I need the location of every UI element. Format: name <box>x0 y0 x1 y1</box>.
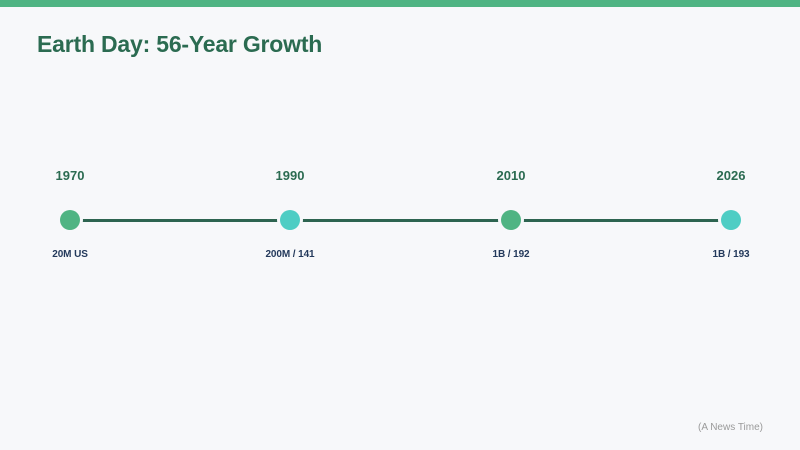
source-credit: (A News Time) <box>697 422 763 433</box>
timeline-node[interactable]: 1990 200M / 141 <box>210 150 370 270</box>
timeline-node-detail: 1B / 192 <box>492 249 530 260</box>
timeline-node[interactable]: 2010 1B / 192 <box>431 150 591 270</box>
timeline-track <box>70 219 731 222</box>
timeline-dot-icon <box>277 207 303 233</box>
timeline-node-detail: 200M / 141 <box>265 249 315 260</box>
timeline-node[interactable]: 2026 1B / 193 <box>651 150 800 270</box>
timeline-node-year: 2026 <box>716 168 746 183</box>
timeline-dot-icon <box>718 207 744 233</box>
top-accent-bar <box>0 0 800 7</box>
timeline-node-year: 2010 <box>496 168 526 183</box>
timeline-node-detail: 1B / 193 <box>712 249 750 260</box>
timeline-dot-icon <box>498 207 524 233</box>
page-title: Earth Day: 56-Year Growth <box>37 31 323 57</box>
timeline-node-detail: 20M US <box>52 249 88 260</box>
timeline-node[interactable]: 1970 20M US <box>0 150 150 270</box>
timeline-node-year: 1970 <box>55 168 85 183</box>
timeline-chart: 1970 20M US 1990 200M / 141 2010 1B / 19… <box>0 150 800 270</box>
timeline-node-year: 1990 <box>275 168 305 183</box>
timeline-dot-icon <box>57 207 83 233</box>
